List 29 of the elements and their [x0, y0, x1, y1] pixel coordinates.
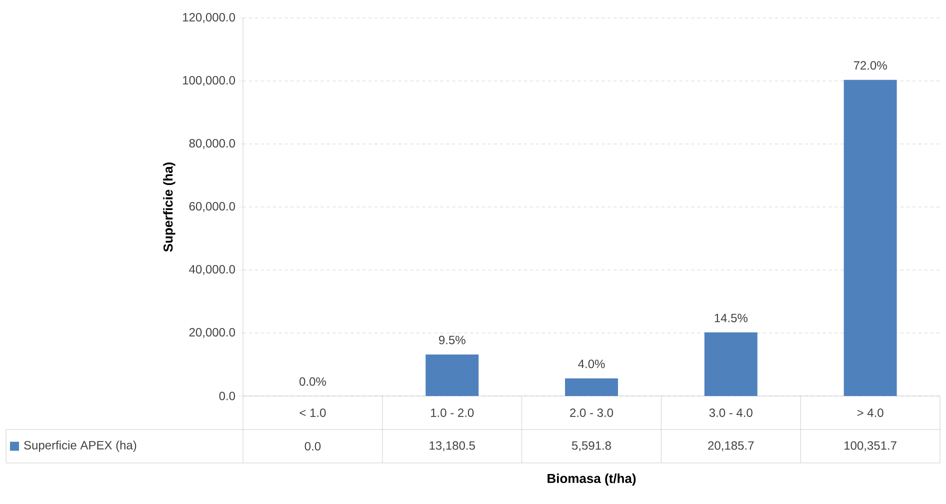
x-axis-title: Biomasa (t/ha): [548, 474, 636, 486]
y-tick-label: 60,000.0: [189, 202, 236, 212]
bar: [704, 332, 758, 396]
data-label: 20,185.7: [708, 441, 754, 452]
bar: [426, 354, 479, 396]
y-tick-label: 100,000.0: [183, 76, 236, 86]
annotation: 14.5%: [714, 314, 748, 322]
annotation: 9.5%: [438, 336, 466, 344]
x-tick-label: > 4.0: [857, 408, 884, 417]
data-label: 13,180.5: [430, 441, 475, 452]
legend-label: Superficie APEX (ha): [24, 440, 136, 452]
x-tick-label: 3.0 - 4.0: [709, 408, 752, 417]
bar: [844, 80, 897, 396]
y-axis-title: Superficie (ha): [163, 162, 176, 252]
annotation: 0.0%: [300, 377, 326, 386]
x-tick-label: 2.0 - 3.0: [570, 408, 614, 417]
bar: [565, 378, 618, 396]
y-tick-label: 120,000.0: [183, 13, 236, 23]
annotation: 4.0%: [578, 360, 605, 368]
x-tick-label: 1.0 - 2.0: [431, 408, 474, 417]
y-tick-label: 0.0: [219, 392, 236, 400]
y-tick-label: 20,000.0: [189, 328, 236, 338]
y-tick-label: 80,000.0: [189, 139, 236, 149]
annotation: 72.0%: [854, 61, 887, 70]
data-label: 5,591.8: [572, 441, 611, 452]
data-label: 100,351.7: [844, 441, 896, 452]
y-tick-label: 40,000.0: [189, 265, 236, 275]
x-tick-label: < 1.0: [300, 408, 326, 417]
data-label: 0.0: [304, 442, 321, 450]
